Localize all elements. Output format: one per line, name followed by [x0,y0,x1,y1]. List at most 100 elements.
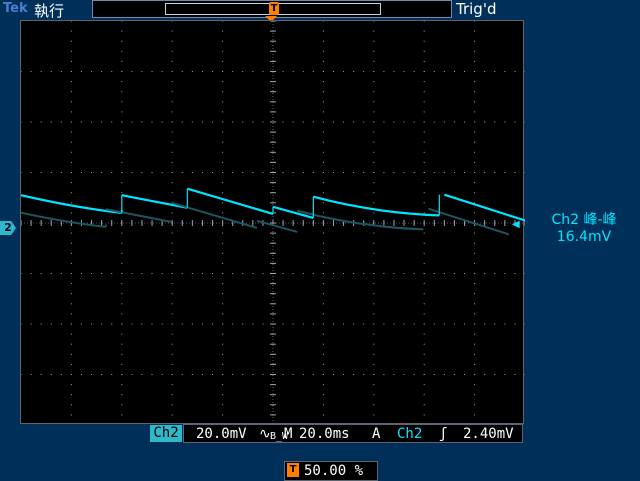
grid-dot [373,91,375,93]
grid-dot [322,71,324,72]
trigger-position-readout[interactable]: T 50.00 % [284,461,378,481]
grid-dot [70,384,72,386]
grid-dot [282,374,284,375]
grid-dot [121,343,123,345]
grid-dot [171,404,173,406]
channel-scale[interactable]: 20.0mV [196,426,247,442]
grid-dot [373,40,375,42]
grid-dot [423,50,425,52]
measurement-readout[interactable]: Ch2 峰-峰 16.4mV [532,212,636,246]
grid-dot [222,91,224,93]
grid-dot [373,121,375,123]
grid-dot [171,343,173,345]
grid-dot [242,71,244,72]
grid-dot [504,374,506,375]
grid-dot [423,333,425,335]
grid-dot [121,252,123,254]
rising-edge-icon: ʃ [439,426,448,442]
grid-dot [222,414,224,416]
grid-dot [70,40,72,42]
measurement-name: Ch2 峰-峰 [551,212,617,228]
grid-dot [373,161,375,163]
grid-dot [131,374,133,375]
grid-dot [262,172,264,173]
trigger-level[interactable]: 2.40mV [463,426,514,442]
grid-dot [191,273,193,274]
grid-dot [373,374,375,375]
grid-dot [474,394,476,396]
grid-dot [484,374,486,375]
grid-dot [453,273,455,274]
grid-dot [121,323,123,325]
grid-dot [121,192,123,194]
grid-dot [60,121,62,123]
grid-dot [171,232,173,234]
grid-dot [373,50,375,52]
grid-dot [181,323,183,325]
grid-dot [212,374,214,375]
grid-dot [343,374,345,375]
grid-dot [171,182,173,184]
grid-dot [222,111,224,113]
timebase-scale[interactable]: 20.0ms [299,426,350,442]
grid-dot [191,323,193,325]
grid-dot [423,363,425,365]
waveform-segment-3 [187,187,274,215]
grid-dot [423,323,425,325]
grid-dot [504,323,506,325]
grid-dot [322,131,324,133]
grid-dot [322,394,324,396]
grid-dot [413,374,415,375]
grid-dot [423,60,425,62]
grid-dot [171,353,173,355]
grid-dot [111,323,113,325]
grid-dot [60,273,62,274]
grid-dot [111,71,113,72]
persistence-trace [428,207,510,236]
grid-dot [70,111,72,113]
grid-dot [70,252,72,254]
grid-dot [464,71,466,72]
grid-dot [252,172,254,173]
ch2-ground-marker[interactable]: 2 [0,221,16,235]
persistence-trace [21,211,106,228]
grid-dot [222,182,224,184]
grid-dot [121,81,123,83]
grid-dot [121,262,123,264]
grid-dot [373,242,375,244]
grid-dot [70,182,72,184]
grid-dot [383,323,385,325]
grid-dot [474,384,476,386]
grid-dot [383,172,385,173]
grid-dot [423,81,425,83]
grid-dot [464,323,466,325]
grid-dot [161,172,163,173]
grid-dot [373,141,375,143]
grid-dot [171,363,173,365]
grid-dot [70,262,72,264]
grid-dot [171,141,173,143]
grid-dot [474,363,476,365]
grid-dot [494,172,496,173]
grid-dot [524,323,525,325]
grid-dot [222,353,224,355]
grid-dot [70,101,72,103]
grid-dot [312,323,314,325]
grid-dot [312,172,314,173]
grid-dot [121,141,123,143]
grid-dot [383,374,385,375]
grid-dot [423,404,425,406]
trigger-icon: T [287,463,299,477]
channel-tag[interactable]: Ch2 [150,425,182,442]
trigger-source[interactable]: Ch2 [397,426,423,442]
grid-dot [121,131,123,133]
grid-dot [50,323,52,325]
grid-dot [373,21,375,22]
grid-dot [332,71,334,72]
grid-dot [343,121,345,123]
grid-dot [40,172,42,173]
run-state: 執行 [34,2,65,20]
grid-dot [373,394,375,396]
grid-dot [171,212,173,214]
grid-dot [252,121,254,123]
